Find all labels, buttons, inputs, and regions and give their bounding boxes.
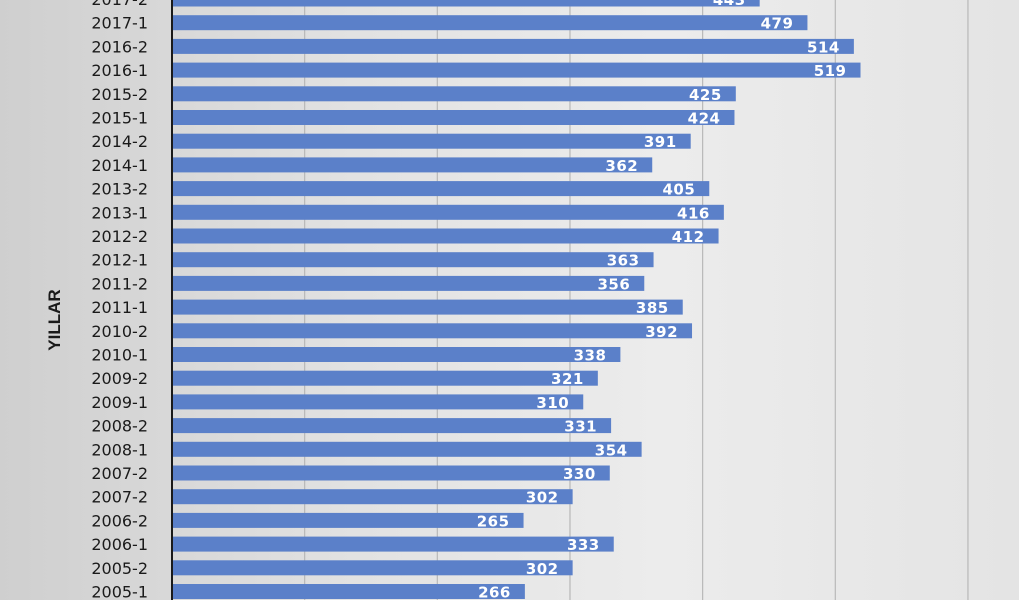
category-labels: 2017-2 2017-1 2016-2 2016-1 2015-2 2015-1 2014… [91, 0, 148, 600]
value-label: 392 [645, 323, 678, 341]
bar [172, 489, 573, 505]
bar [172, 252, 654, 268]
category-label: 2010-2 [91, 322, 148, 341]
category-label: 2006-1 [91, 535, 148, 554]
value-label: 412 [672, 228, 705, 246]
value-label: 356 [597, 275, 630, 293]
bar [172, 560, 573, 576]
value-label: 338 [574, 347, 607, 365]
value-label: 416 [677, 204, 710, 222]
value-label: 333 [567, 536, 600, 554]
category-label: 2007-2 [91, 488, 148, 507]
value-label: 362 [605, 157, 638, 175]
bar [172, 370, 598, 386]
category-label: 2016-2 [91, 37, 148, 56]
y-axis-title: YILLAR [45, 289, 64, 350]
bar [172, 133, 691, 149]
bar [172, 299, 683, 315]
bar [172, 536, 614, 552]
bar [172, 228, 719, 244]
bar [172, 465, 610, 481]
bar [172, 204, 724, 220]
value-label: 405 [662, 181, 695, 199]
bar [172, 62, 861, 78]
bar [172, 323, 693, 339]
bar [172, 38, 854, 54]
value-label: 514 [807, 38, 840, 56]
value-label: 363 [607, 252, 640, 270]
bar [172, 110, 735, 125]
bars [172, 0, 861, 599]
category-label: 2017-2 [91, 0, 148, 9]
category-label: 2010-1 [91, 346, 148, 365]
category-label: 2013-1 [91, 203, 148, 222]
value-label: 266 [478, 584, 511, 600]
category-label: 2009-2 [91, 369, 148, 388]
category-label: 2007-2 [91, 464, 148, 483]
bar [172, 394, 584, 410]
value-label: 302 [526, 489, 559, 507]
bar [172, 347, 621, 362]
value-label: 479 [761, 15, 794, 33]
category-label: 2009-1 [91, 393, 148, 412]
value-label: 385 [636, 299, 669, 317]
category-label: 2011-2 [91, 274, 148, 293]
value-label: 391 [644, 133, 677, 151]
value-label: 321 [551, 370, 584, 388]
value-label: 443 [713, 0, 746, 9]
category-label: 2005-1 [91, 583, 148, 600]
bar [172, 86, 736, 102]
category-label: 2014-1 [91, 156, 148, 175]
category-label: 2005-2 [91, 559, 148, 578]
bar [172, 157, 653, 173]
category-label: 2017-1 [91, 14, 148, 33]
bar [172, 441, 642, 457]
value-label: 519 [814, 62, 847, 80]
category-label: 2011-1 [91, 298, 148, 317]
category-label: 2012-2 [91, 227, 148, 246]
category-label: 2012-1 [91, 251, 148, 270]
value-label: 425 [689, 86, 722, 104]
category-label: 2015-1 [91, 109, 148, 128]
category-label: 2013-2 [91, 180, 148, 199]
bar [172, 584, 525, 599]
category-label: 2016-1 [91, 61, 148, 80]
value-label: 302 [526, 560, 559, 578]
category-label: 2014-2 [91, 132, 148, 151]
bar [172, 0, 760, 7]
bar [172, 275, 645, 291]
value-labels: 443 479 514 519 425 424 391 362 405 416 412 363 356 3… [477, 0, 847, 600]
bar [172, 15, 808, 31]
value-label: 331 [564, 418, 597, 436]
value-label: 330 [563, 465, 596, 483]
category-label: 2006-2 [91, 511, 148, 530]
value-label: 265 [477, 512, 510, 530]
value-label: 310 [536, 394, 569, 412]
category-label: 2008-1 [91, 440, 148, 459]
value-label: 354 [595, 441, 628, 459]
value-label: 424 [688, 110, 721, 128]
category-label: 2015-2 [91, 85, 148, 104]
bar [172, 181, 710, 197]
bar [172, 418, 612, 434]
category-label: 2008-2 [91, 417, 148, 436]
bar [172, 512, 524, 528]
